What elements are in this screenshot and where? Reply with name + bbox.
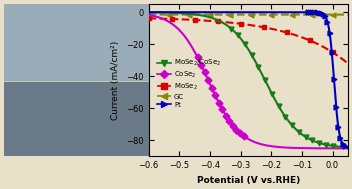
Bar xyxy=(4,4,149,80)
Y-axis label: Current (mA/cm²): Current (mA/cm²) xyxy=(112,41,120,120)
X-axis label: Potential (V vs.RHE): Potential (V vs.RHE) xyxy=(196,176,300,185)
Bar xyxy=(4,82,149,156)
Legend: MoSe$_2$/CoSe$_2$, CoSe$_2$, MoSe$_2$, GC, Pt: MoSe$_2$/CoSe$_2$, CoSe$_2$, MoSe$_2$, G… xyxy=(154,55,224,110)
